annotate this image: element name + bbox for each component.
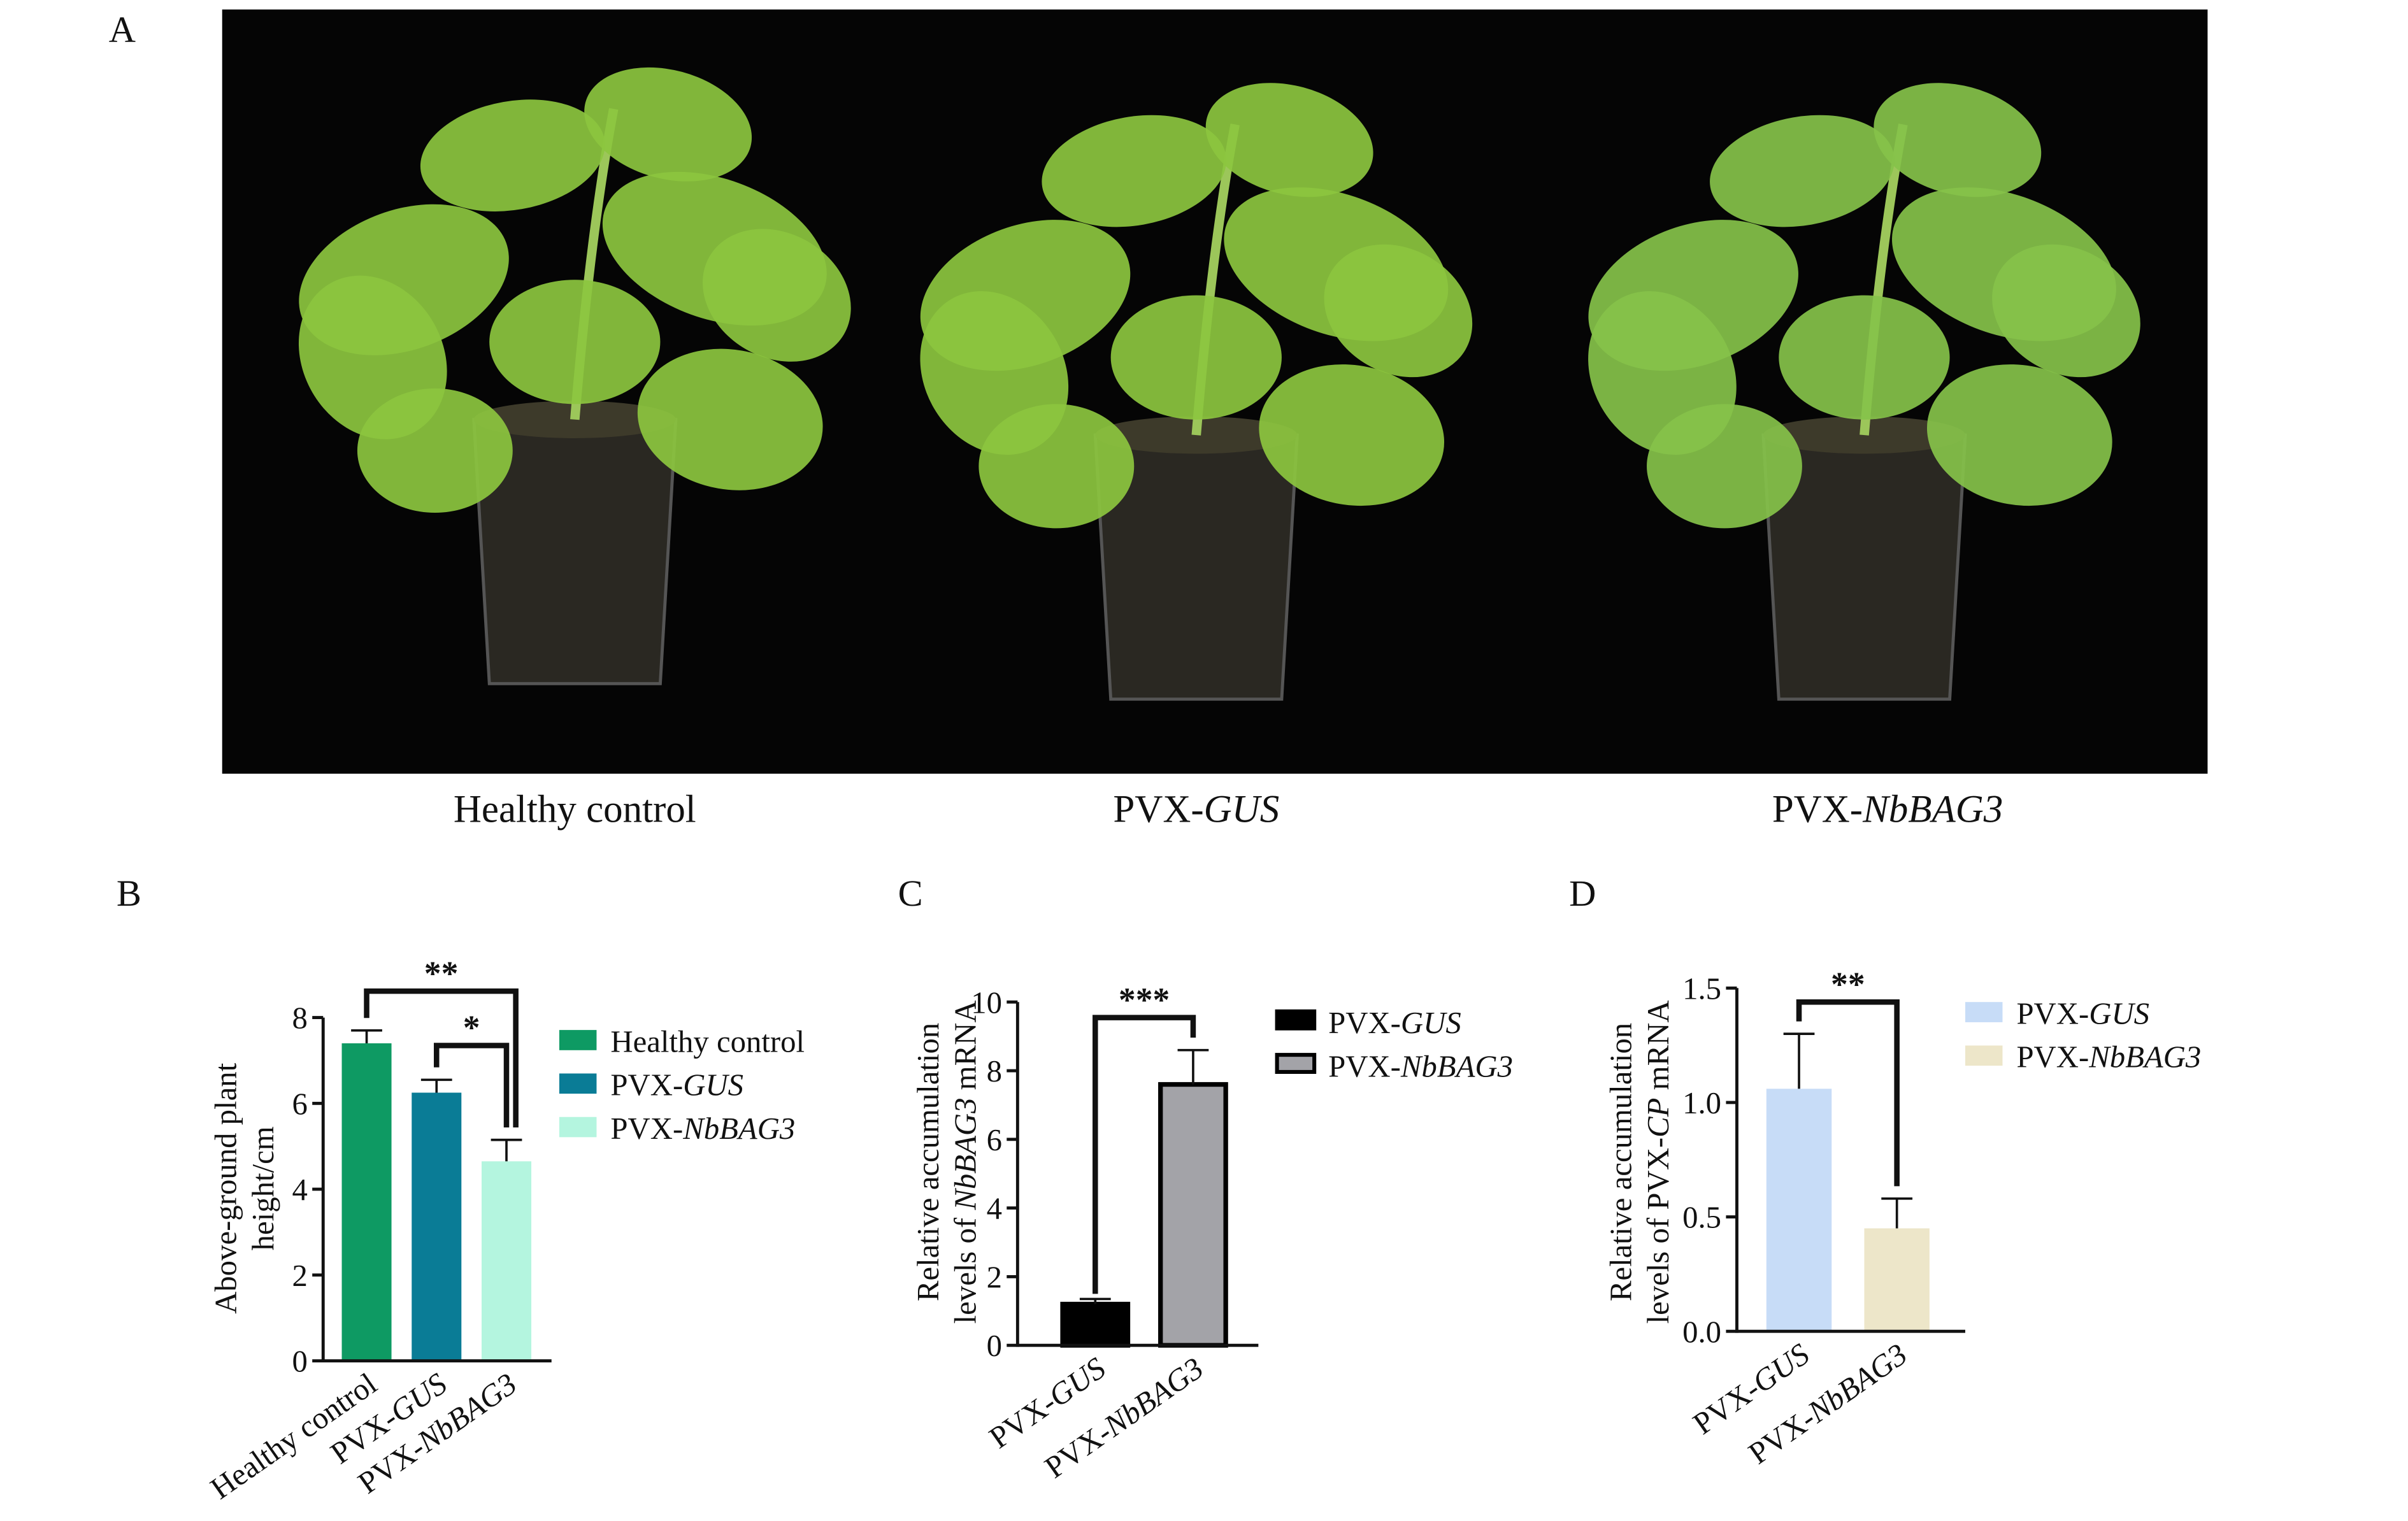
y-tick-label: 10: [971, 985, 1002, 1020]
y-tick-label: 1.5: [1682, 971, 1721, 1006]
caption-pvx-nbbag3: PVX-NbBAG3: [1772, 788, 2003, 831]
legend-label: PVX-NbBAG3: [610, 1111, 795, 1146]
plant: [1588, 83, 2140, 701]
significance-label: ***: [1119, 981, 1170, 1019]
y-axis-label: Relative accumulation: [1604, 1023, 1638, 1301]
panel-letter-d: D: [1569, 873, 1596, 914]
significance-label: **: [1831, 965, 1865, 1003]
plant-photo: [222, 9, 2208, 774]
bar-pvx-gus: [412, 1092, 462, 1361]
legend-label: PVX-NbBAG3: [2016, 1040, 2201, 1075]
y-tick-label: 0.0: [1682, 1315, 1721, 1349]
y-axis-label: levels of NbBAG3 mRNA: [949, 1000, 983, 1324]
chart-b: Healthy control PVX-GUS PVX-NbBAG3 0 2 4 6 8 Abo…: [204, 954, 805, 1506]
y-tick-label: 2: [987, 1260, 1002, 1294]
legend-label: PVX-GUS: [1328, 1006, 1461, 1040]
y-axis-label: levels of PVX-CP mRNA: [1641, 1000, 1675, 1324]
y-tick-label: 6: [292, 1087, 307, 1121]
bar-pvx-nbbag3: [1864, 1228, 1930, 1332]
y-tick-label: 4: [292, 1173, 307, 1207]
panel-letter-b: B: [117, 873, 141, 914]
y-tick-label: 4: [987, 1192, 1002, 1226]
y-tick-label: 1.0: [1682, 1086, 1721, 1120]
significance-bracket: [1093, 1015, 1196, 1294]
legend-label: PVX-NbBAG3: [1328, 1049, 1513, 1083]
plant: [298, 67, 851, 685]
y-axis-label: Above-ground plant: [209, 1062, 243, 1314]
y-tick-label: 0: [987, 1329, 1002, 1363]
caption-pvx-gus: PVX-GUS: [1113, 788, 1279, 831]
significance-label: **: [424, 954, 459, 992]
significance-bracket: [364, 988, 519, 1128]
legend-label: PVX-GUS: [2016, 996, 2149, 1031]
chart-c: PVX-GUS PVX-NbBAG3 0 2 4 6 8 10 Relative accumul…: [911, 981, 1513, 1485]
bar-pvx-nbbag3: [482, 1161, 532, 1361]
y-tick-label: 0: [292, 1345, 307, 1379]
y-axis-label: height/cm: [246, 1126, 280, 1250]
y-tick-label: 6: [987, 1123, 1002, 1157]
significance-bracket: [1796, 999, 1900, 1187]
legend-swatch: [1275, 1053, 1317, 1075]
caption-healthy-control: Healthy control: [454, 788, 696, 831]
significance-label: *: [463, 1009, 480, 1047]
y-axis-label: Relative accumulation: [911, 1023, 945, 1301]
y-tick-label: 8: [987, 1054, 1002, 1089]
significance-bracket: [434, 1043, 510, 1128]
legend-swatch: [1275, 1009, 1317, 1031]
bar-healthy-control: [341, 1043, 392, 1361]
panel-letter-c: C: [898, 873, 923, 914]
legend-swatch: [559, 1117, 597, 1138]
legend-label: PVX-GUS: [610, 1068, 743, 1103]
y-tick-label: 8: [292, 1001, 307, 1036]
bar-pvx-gus: [1766, 1089, 1832, 1332]
panel-letter-a: A: [109, 9, 136, 50]
legend-swatch: [1965, 1002, 2003, 1022]
plant: [920, 83, 1473, 701]
legend-swatch: [1965, 1045, 2003, 1066]
y-tick-label: 0.5: [1682, 1201, 1721, 1235]
legend-swatch: [559, 1073, 597, 1094]
y-tick-label: 2: [292, 1259, 307, 1293]
legend-swatch: [559, 1030, 597, 1050]
bar-pvx-nbbag3: [1158, 1082, 1228, 1348]
legend-label: Healthy control: [610, 1024, 805, 1059]
bar-pvx-gus: [1060, 1301, 1131, 1348]
chart-d: PVX-GUS PVX-NbBAG3 0.0 0.5 1.0 1.5 Relative ac…: [1604, 965, 2202, 1471]
